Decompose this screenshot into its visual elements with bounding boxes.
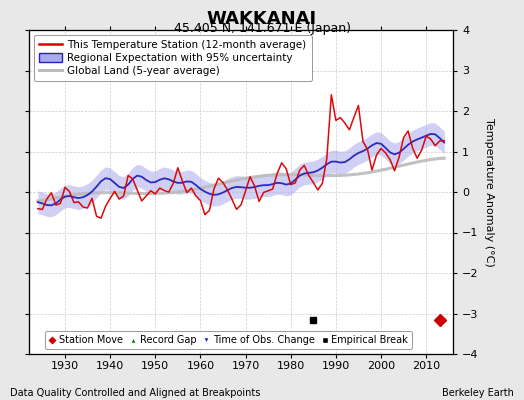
Y-axis label: Temperature Anomaly (°C): Temperature Anomaly (°C) <box>484 118 494 266</box>
Text: Berkeley Earth: Berkeley Earth <box>442 388 514 398</box>
Text: WAKKANAI: WAKKANAI <box>207 10 317 28</box>
Legend: Station Move, Record Gap, Time of Obs. Change, Empirical Break: Station Move, Record Gap, Time of Obs. C… <box>45 331 412 349</box>
Text: 45.405 N, 141.671 E (Japan): 45.405 N, 141.671 E (Japan) <box>173 22 351 35</box>
Text: Data Quality Controlled and Aligned at Breakpoints: Data Quality Controlled and Aligned at B… <box>10 388 261 398</box>
